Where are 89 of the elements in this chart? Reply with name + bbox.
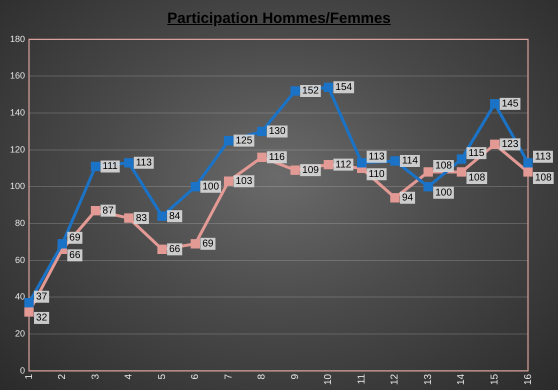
data-label: 116	[268, 152, 286, 164]
data-label: 154	[335, 82, 353, 94]
data-label: 125	[236, 135, 253, 146]
point	[190, 239, 200, 248]
point	[124, 213, 134, 223]
data-label: 152	[302, 86, 320, 97]
data-label: 108	[535, 172, 552, 184]
data-label: 109	[302, 164, 320, 176]
point	[290, 165, 300, 175]
y-tick-label: 20	[15, 328, 26, 339]
point	[523, 158, 533, 168]
x-tick-label: 15	[489, 373, 500, 385]
x-tick-label: 11	[356, 373, 368, 384]
point	[356, 158, 366, 168]
data-label: 114	[402, 156, 418, 167]
data-label: 69	[69, 232, 81, 244]
point	[124, 158, 134, 168]
x-tick-label: 16	[522, 373, 534, 385]
x-tick-label: 5	[156, 373, 168, 380]
data-label: 87	[102, 205, 114, 216]
point	[190, 182, 200, 192]
x-tick-label: 6	[190, 373, 202, 380]
data-label: 113	[368, 152, 386, 163]
point	[257, 126, 267, 136]
data-label: 111	[102, 161, 118, 172]
data-label: 100	[435, 187, 452, 198]
data-label: 145	[502, 98, 519, 110]
y-tick-label: 0	[20, 365, 26, 376]
data-label: 113	[136, 158, 152, 169]
x-tick-label: 12	[390, 373, 401, 385]
data-label: 83	[136, 212, 148, 224]
point	[424, 167, 433, 177]
data-label: 115	[468, 148, 485, 159]
point	[490, 140, 500, 150]
data-label: 100	[202, 181, 220, 192]
data-label: 66	[69, 250, 81, 262]
point	[24, 298, 34, 308]
x-tick-label: 10	[323, 373, 334, 385]
point	[456, 167, 466, 177]
point	[390, 193, 400, 202]
point	[157, 212, 167, 221]
point	[224, 136, 234, 146]
point	[290, 86, 300, 96]
data-label: 108	[435, 160, 452, 172]
point	[90, 206, 100, 216]
y-tick-label: 180	[10, 34, 26, 44]
data-label: 123	[502, 139, 519, 150]
x-tick-label: 2	[57, 373, 68, 380]
data-label: 130	[268, 126, 286, 138]
data-label: 32	[36, 312, 48, 324]
point	[90, 162, 100, 172]
point	[324, 82, 334, 92]
y-tick-label: 160	[10, 70, 26, 81]
data-label: 37	[36, 291, 48, 302]
point	[523, 167, 533, 177]
y-tick-label: 60	[15, 254, 26, 265]
y-tick-label: 100	[10, 181, 26, 192]
x-tick-label: 8	[256, 373, 268, 380]
y-tick-label: 80	[15, 218, 26, 228]
y-tick-label: 40	[15, 292, 26, 302]
point	[490, 99, 500, 109]
point	[58, 239, 67, 248]
x-tick-label: 1	[24, 373, 35, 380]
point	[224, 176, 234, 186]
data-label: 108	[468, 172, 486, 184]
y-tick-label: 120	[10, 144, 26, 154]
data-label: 94	[402, 192, 414, 204]
point	[324, 160, 334, 170]
point	[456, 154, 466, 164]
x-tick-label: 13	[422, 373, 434, 385]
point	[390, 156, 400, 166]
x-tick-label: 3	[90, 373, 102, 380]
data-label: 113	[535, 152, 552, 163]
data-label: 110	[368, 169, 386, 180]
data-label: 66	[169, 244, 181, 256]
data-label: 103	[236, 176, 253, 187]
x-tick-label: 7	[223, 373, 234, 380]
x-tick-label: 4	[124, 373, 135, 380]
x-tick-label: 9	[290, 373, 301, 380]
data-label: 84	[169, 210, 181, 222]
point	[257, 152, 267, 162]
x-tick-label: 14	[456, 373, 468, 385]
point	[24, 307, 34, 317]
y-tick-label: 140	[10, 108, 26, 118]
data-label: 69	[202, 238, 214, 250]
data-label: 112	[335, 159, 352, 170]
point	[424, 182, 433, 192]
chart-title: Participation Hommes/Femmes	[166, 10, 392, 27]
point	[157, 244, 167, 254]
